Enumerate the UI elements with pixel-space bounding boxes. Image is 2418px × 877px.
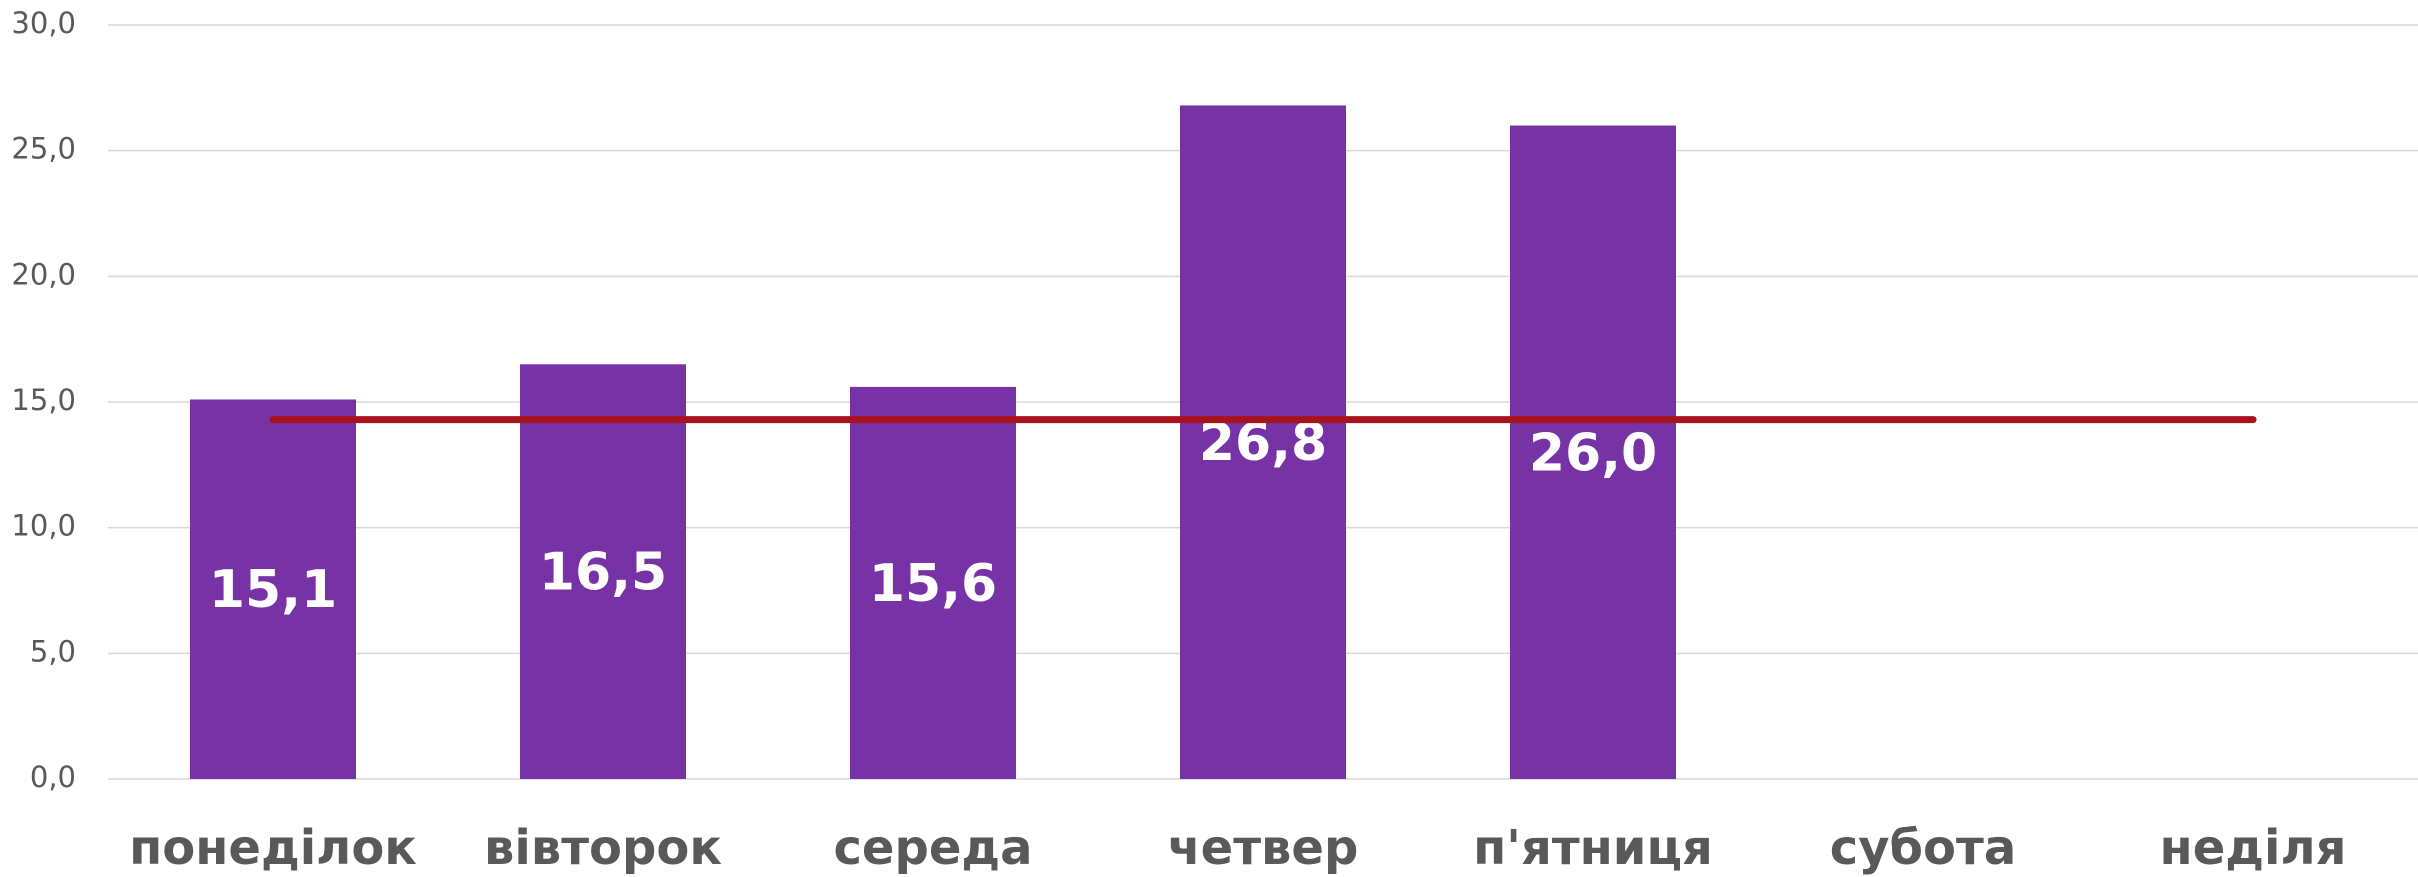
data-label: 15,1 xyxy=(209,560,337,620)
data-label: 26,8 xyxy=(1199,413,1327,473)
data-label: 26,0 xyxy=(1529,423,1657,483)
x-tick-label: середа xyxy=(833,820,1032,876)
x-tick-label: п'ятниця xyxy=(1473,820,1713,876)
bar xyxy=(1180,105,1346,780)
bar xyxy=(520,364,686,779)
bar xyxy=(1510,125,1676,780)
y-tick-label: 10,0 xyxy=(11,509,76,543)
y-tick-label: 20,0 xyxy=(11,257,76,291)
data-label: 15,6 xyxy=(869,554,997,614)
bar xyxy=(190,399,356,779)
x-tick-label: неділя xyxy=(2160,820,2347,876)
x-tick-label: субота xyxy=(1830,820,2016,876)
y-tick-label: 25,0 xyxy=(11,132,76,166)
data-label: 16,5 xyxy=(539,543,667,603)
y-tick-label: 0,0 xyxy=(30,760,76,794)
x-tick-label: понеділок xyxy=(129,820,417,876)
y-tick-label: 15,0 xyxy=(11,383,76,417)
y-tick-label: 30,0 xyxy=(11,6,76,40)
x-tick-label: четвер xyxy=(1168,820,1359,876)
bar xyxy=(850,386,1016,779)
y-tick-label: 5,0 xyxy=(30,634,76,668)
x-tick-label: вівторок xyxy=(484,820,722,876)
